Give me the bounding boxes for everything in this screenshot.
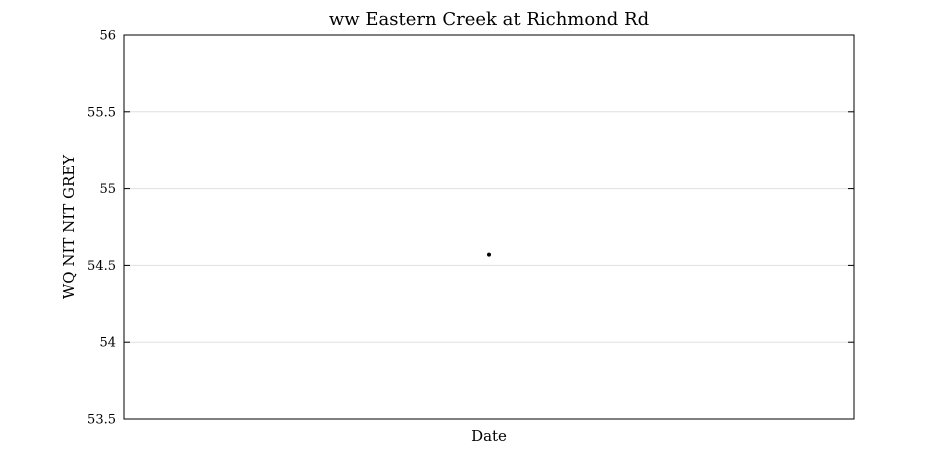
y-axis-tick-labels: 53.5 54 54.5 55 55.5 56 xyxy=(87,29,116,428)
grid-lines xyxy=(124,111,854,343)
data-point xyxy=(487,252,491,257)
chart-title: ww Eastern Creek at Richmond Rd xyxy=(329,9,649,30)
data-points xyxy=(487,252,491,257)
plot-area xyxy=(123,34,855,420)
y-tick-label: 53.5 xyxy=(87,413,116,428)
y-tick-label: 55 xyxy=(99,182,116,197)
y-tick-label: 54 xyxy=(99,336,116,351)
y-axis-ticks xyxy=(124,111,854,343)
x-axis-label: Date xyxy=(471,427,507,445)
y-axis-label: WQ NIT NIT GREY xyxy=(60,154,78,299)
y-tick-label: 54.5 xyxy=(87,259,116,274)
y-tick-label: 55.5 xyxy=(87,105,116,120)
y-tick-label: 56 xyxy=(99,29,116,44)
